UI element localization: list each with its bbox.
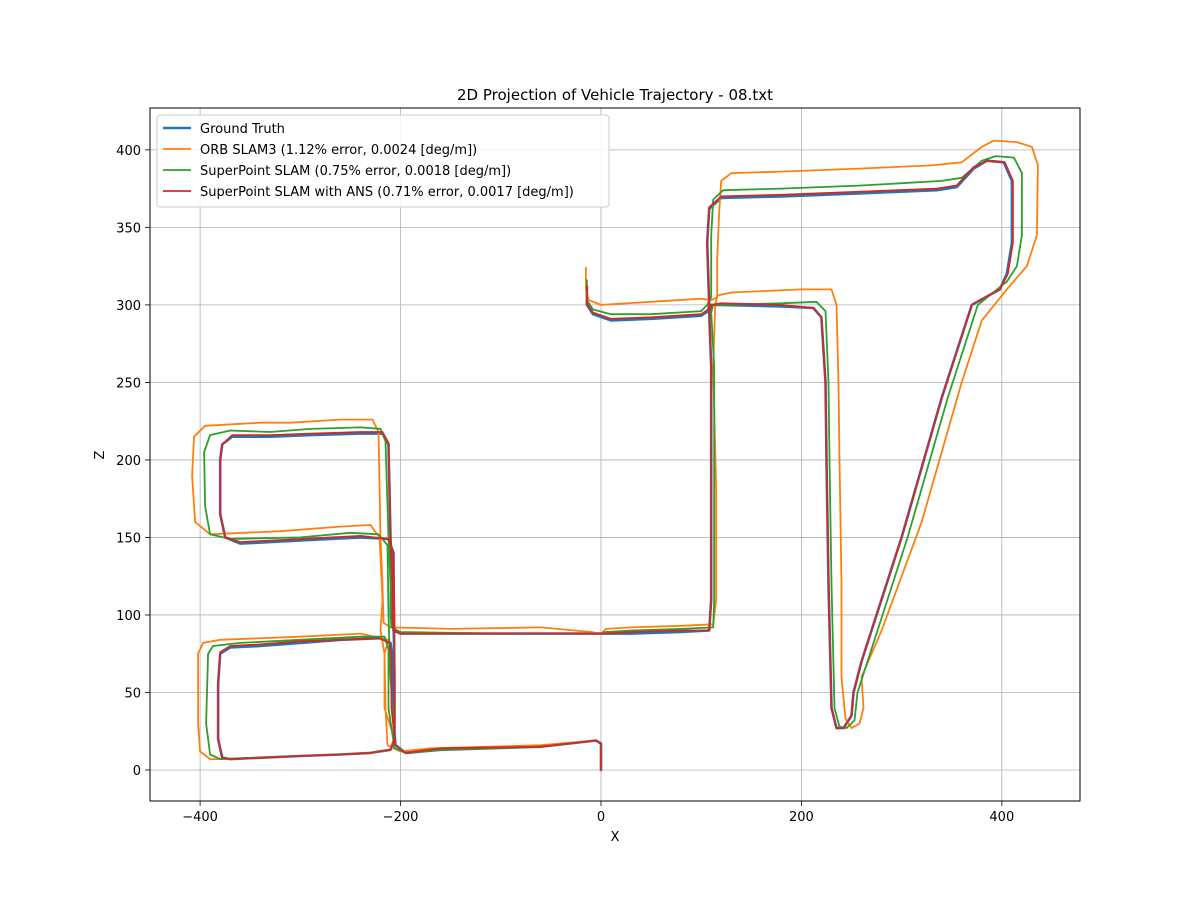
legend: Ground Truth ORB SLAM3 (1.12% error, 0.00… (156, 114, 610, 208)
plot-frame (149, 107, 1081, 802)
y-tick-label: 250 (116, 376, 141, 391)
x-tick-label: 0 (597, 810, 605, 825)
x-tick-label: −400 (182, 810, 218, 825)
y-tick-label: 100 (116, 609, 141, 624)
y-tick-label: 0 (133, 764, 141, 779)
legend-box (156, 114, 610, 208)
x-axis-label: X (611, 830, 620, 845)
legend-label-0: Ground Truth (200, 122, 285, 137)
y-tick-label: 350 (116, 221, 141, 236)
y-tick-label: 200 (116, 454, 141, 469)
legend-label-3: SuperPoint SLAM with ANS (0.71% error, 0… (200, 185, 574, 200)
series-lines (191, 139, 1039, 772)
y-tick-label: 400 (116, 144, 141, 159)
legend-label-1: ORB SLAM3 (1.12% error, 0.0024 [deg/m]) (200, 143, 477, 158)
x-tick-label: 200 (789, 810, 814, 825)
legend-label-2: SuperPoint SLAM (0.75% error, 0.0018 [de… (200, 164, 511, 179)
y-tick-label: 50 (124, 686, 141, 701)
y-axis-label: Z (93, 450, 108, 459)
x-tick-label: 400 (989, 810, 1014, 825)
y-tick-label: 300 (116, 299, 141, 314)
series-line-3 (217, 159, 1014, 771)
axis-ticks: −400 −200 0 200 400 0 50 100 150 200 250 300 350 400 (116, 144, 1014, 825)
y-tick-label: 150 (116, 531, 141, 546)
x-tick-label: −200 (383, 810, 419, 825)
series-line-1 (191, 139, 1039, 771)
chart-title: 2D Projection of Vehicle Trajectory - 08… (457, 86, 773, 104)
